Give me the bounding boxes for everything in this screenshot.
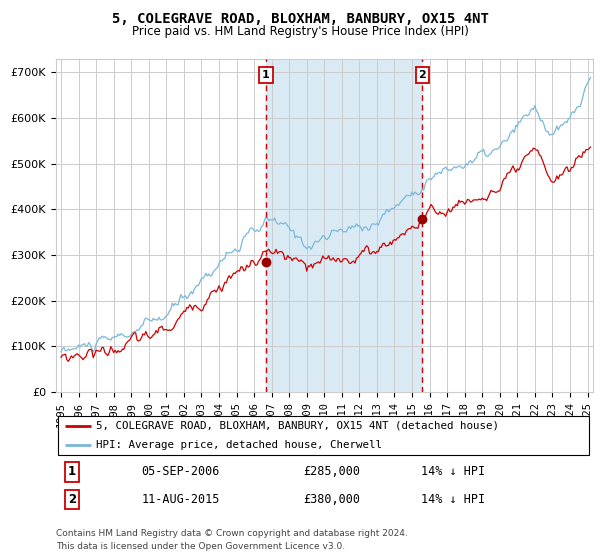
Text: HPI: Average price, detached house, Cherwell: HPI: Average price, detached house, Cher… — [96, 440, 382, 450]
Text: 2: 2 — [418, 70, 426, 80]
Text: 11-AUG-2015: 11-AUG-2015 — [142, 493, 220, 506]
Bar — [266, 59, 422, 392]
Text: 1: 1 — [262, 70, 270, 80]
Text: 5, COLEGRAVE ROAD, BLOXHAM, BANBURY, OX15 4NT (detached house): 5, COLEGRAVE ROAD, BLOXHAM, BANBURY, OX1… — [96, 421, 499, 431]
Text: Contains HM Land Registry data © Crown copyright and database right 2024.: Contains HM Land Registry data © Crown c… — [56, 529, 407, 538]
Text: Price paid vs. HM Land Registry's House Price Index (HPI): Price paid vs. HM Land Registry's House … — [131, 25, 469, 38]
Text: 5, COLEGRAVE ROAD, BLOXHAM, BANBURY, OX15 4NT: 5, COLEGRAVE ROAD, BLOXHAM, BANBURY, OX1… — [112, 12, 488, 26]
Point — [261, 258, 271, 267]
Text: 1: 1 — [68, 465, 76, 478]
Text: £380,000: £380,000 — [303, 493, 360, 506]
Text: 14% ↓ HPI: 14% ↓ HPI — [421, 465, 485, 478]
Point — [418, 214, 427, 223]
Text: 14% ↓ HPI: 14% ↓ HPI — [421, 493, 485, 506]
Text: This data is licensed under the Open Government Licence v3.0.: This data is licensed under the Open Gov… — [56, 542, 345, 551]
FancyBboxPatch shape — [58, 416, 589, 455]
Text: 2: 2 — [68, 493, 76, 506]
Text: 05-SEP-2006: 05-SEP-2006 — [142, 465, 220, 478]
Text: £285,000: £285,000 — [303, 465, 360, 478]
